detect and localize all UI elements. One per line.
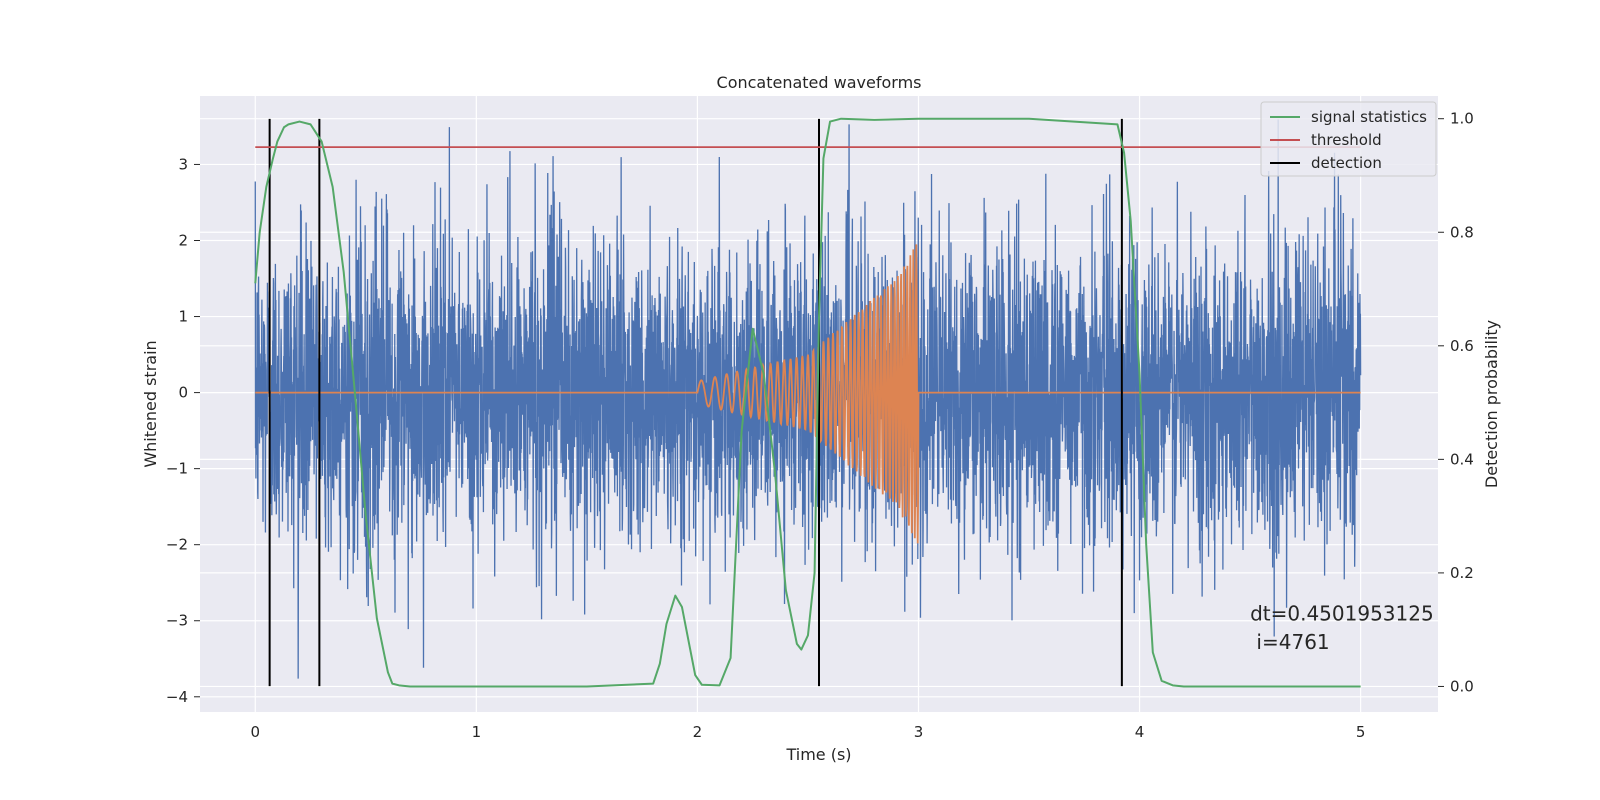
legend-box	[1260, 101, 1437, 177]
series-layer	[254, 117, 1362, 688]
x-axis-label: Time (s)	[785, 745, 851, 764]
x-tick-label: 3	[914, 723, 924, 741]
x-tick-label: 5	[1356, 723, 1366, 741]
legend-label-threshold: threshold	[1311, 131, 1382, 149]
y2-tick-label: 0.2	[1450, 564, 1474, 582]
y2-tick-label: 0.6	[1450, 337, 1474, 355]
y-tick-label: 1	[178, 308, 188, 326]
x-tick-label: 2	[693, 723, 703, 741]
axes-layer: 0 1 2 3 4 5 −4 −3 −2 −1 0 1 2 3 0.0 0.2 0.4 0.6 0.8 1.0	[166, 110, 1474, 741]
y-tick-label: 3	[178, 155, 188, 173]
y-tick-label: 0	[178, 384, 188, 402]
legend-label-signal-statistics: signal statistics	[1311, 108, 1427, 126]
y-tick-label: 2	[178, 231, 188, 249]
x-tick-label: 0	[250, 723, 260, 741]
y-tick-label: −4	[166, 688, 188, 706]
y-tick-label: −2	[166, 536, 188, 554]
x-tick-label: 1	[472, 723, 482, 741]
chart-title: Concatenated waveforms	[717, 73, 922, 92]
template-series	[255, 244, 1361, 544]
legend-label-detection: detection	[1311, 154, 1382, 172]
annotation-dt: dt=0.4501953125	[1250, 602, 1434, 626]
signal-statistics-line	[254, 117, 1361, 688]
legend: signal statistics threshold detection	[1260, 101, 1437, 177]
y-axis-label: Whitened strain	[141, 340, 160, 467]
y2-tick-label: 0.0	[1450, 677, 1474, 695]
y2-tick-label: 0.4	[1450, 450, 1474, 468]
x-tick-label: 4	[1135, 723, 1145, 741]
y2-tick-label: 0.8	[1450, 223, 1474, 241]
y2-tick-label: 1.0	[1450, 110, 1474, 128]
y-tick-label: −3	[166, 612, 188, 630]
annotation-index: i=4761	[1250, 630, 1330, 654]
y-tick-label: −1	[166, 460, 188, 478]
y2-axis-label: Detection probability	[1482, 320, 1501, 488]
